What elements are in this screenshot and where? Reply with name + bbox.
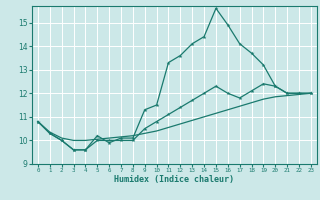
X-axis label: Humidex (Indice chaleur): Humidex (Indice chaleur)	[115, 175, 234, 184]
